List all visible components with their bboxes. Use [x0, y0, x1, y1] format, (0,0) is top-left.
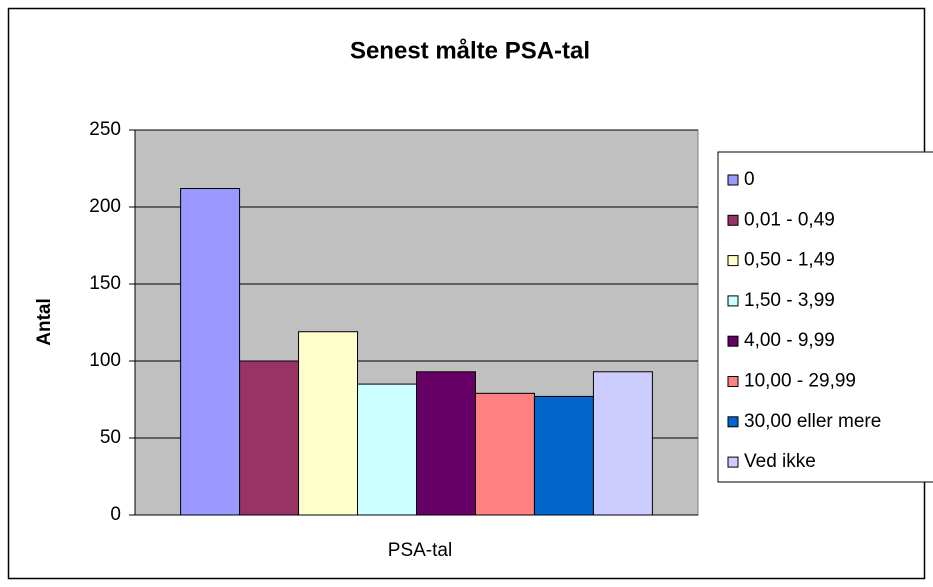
legend-swatch [727, 376, 739, 387]
legend-label: 0,01 - 0,49 [744, 209, 835, 230]
legend-label: 0,50 - 1,49 [744, 250, 835, 271]
bar [533, 395, 594, 516]
bar [357, 383, 418, 516]
legend-label: 10,00 - 29,99 [744, 371, 856, 392]
legend-label: 30,00 eller mere [744, 411, 881, 432]
bar [416, 371, 476, 516]
legend-label: 1,50 - 3,99 [744, 290, 835, 311]
y-axis-label: Antal [34, 298, 55, 346]
legend-swatch [727, 335, 739, 347]
bar [592, 371, 653, 516]
bar [298, 331, 359, 516]
legend-swatch [727, 416, 739, 428]
y-tick-label: 100 [89, 350, 121, 371]
legend-label: 4,00 - 9,99 [744, 330, 835, 351]
legend-label: Ved ikke [744, 451, 816, 472]
legend-swatch [727, 214, 739, 226]
y-tick-label: 50 [100, 427, 121, 448]
bar [239, 360, 300, 516]
legend-swatch [727, 456, 739, 468]
legend-box [717, 151, 933, 483]
y-tick-label: 150 [89, 273, 121, 294]
legend-swatch [727, 295, 739, 307]
legend-label: 0 [744, 169, 755, 190]
y-tick-label: 250 [89, 119, 121, 140]
bar [180, 188, 241, 516]
y-tick-label: 200 [89, 196, 121, 217]
y-tick-label: 0 [110, 504, 121, 525]
x-axis-label: PSA-tal [388, 540, 452, 561]
bar [474, 392, 535, 516]
legend-swatch [727, 255, 739, 267]
chart-title: Senest målte PSA-tal [350, 37, 590, 64]
legend-swatch [727, 174, 739, 186]
